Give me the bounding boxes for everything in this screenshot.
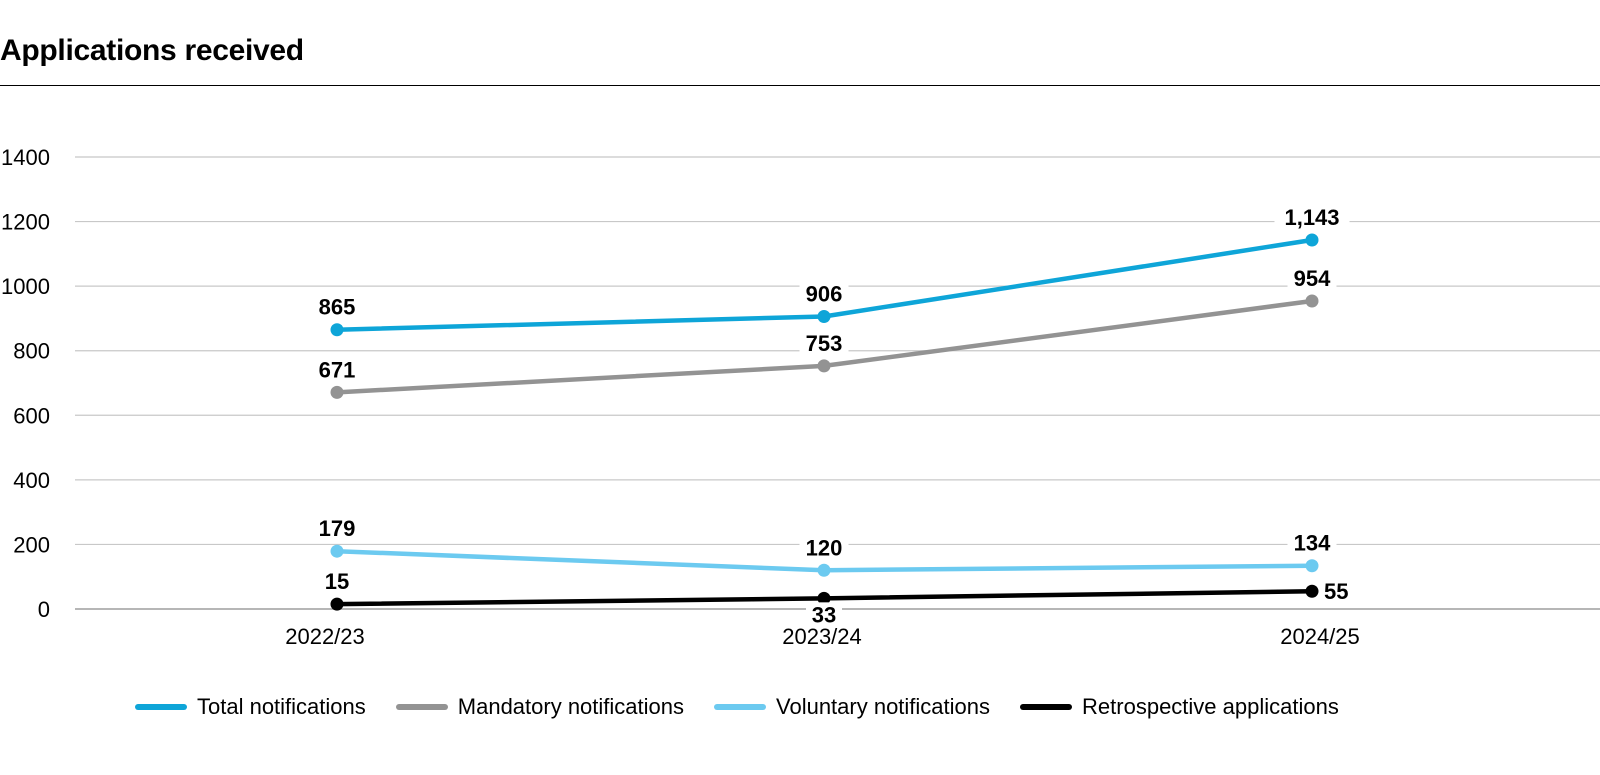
data-label-background (1287, 265, 1337, 291)
y-tick-label: 1400 (1, 145, 50, 170)
data-label-mandatory-notifications: 753 (806, 331, 843, 356)
legend-label: Mandatory notifications (457, 694, 684, 719)
data-label-background (312, 516, 362, 542)
data-label-total-notifications: 865 (319, 295, 356, 320)
data-point-total-notifications (330, 323, 344, 337)
series-lines (330, 233, 1319, 611)
data-label-background (312, 357, 362, 383)
legend-label: Retrospective applications (1082, 694, 1339, 719)
data-point-mandatory-notifications (817, 359, 831, 373)
data-point-retrospective-applications (330, 597, 344, 611)
data-point-total-notifications (817, 309, 831, 323)
data-point-mandatory-notifications (330, 385, 344, 399)
y-tick-label: 0 (38, 597, 50, 622)
data-label-mandatory-notifications: 954 (1294, 266, 1331, 291)
data-labels: 865 906 1,143 671 753 954 179 120 134 15 33 55 (312, 204, 1356, 628)
x-tick-label: 2023/24 (782, 624, 862, 649)
x-tick-label: 2022/23 (285, 624, 365, 649)
y-tick-label: 800 (13, 339, 50, 364)
data-label-background (312, 294, 362, 320)
data-label-background (1274, 204, 1350, 230)
data-label-background (806, 602, 842, 628)
chart-title: Applications received (0, 34, 304, 67)
legend-swatch (1020, 704, 1073, 710)
data-point-retrospective-applications (1305, 584, 1319, 598)
data-point-voluntary-notifications (817, 563, 831, 577)
data-point-voluntary-notifications (330, 544, 344, 558)
legend-item-voluntary-notifications: Voluntary notifications (714, 694, 990, 720)
y-tick-label: 1000 (1, 274, 50, 299)
data-label-voluntary-notifications: 134 (1294, 531, 1331, 556)
data-point-voluntary-notifications (1305, 559, 1319, 573)
y-tick-label: 600 (13, 403, 50, 428)
legend-swatch (395, 704, 448, 710)
x-axis-tick-labels: 2022/23 2023/24 2024/25 (285, 624, 1360, 649)
data-label-mandatory-notifications: 671 (319, 357, 356, 382)
data-point-mandatory-notifications (1305, 294, 1319, 308)
data-label-voluntary-notifications: 120 (806, 535, 843, 560)
y-tick-label: 1200 (1, 210, 50, 235)
data-label-retrospective-applications: 33 (812, 602, 836, 627)
y-tick-label: 200 (13, 532, 50, 557)
legend-item-total-notifications: Total notifications (135, 694, 366, 720)
x-tick-label: 2024/25 (1280, 624, 1360, 649)
legend-item-retrospective-applications: Retrospective applications (1020, 694, 1339, 720)
data-label-background (799, 535, 849, 561)
data-point-retrospective-applications (817, 591, 831, 605)
y-tick-label: 400 (13, 468, 50, 493)
y-axis-tick-labels: 0 200 400 600 800 1000 1200 1400 (1, 145, 50, 622)
legend-label: Total notifications (197, 694, 366, 719)
data-label-background (1320, 579, 1356, 605)
data-label-retrospective-applications: 15 (325, 569, 349, 594)
line-chart: 0 200 400 600 800 1000 1200 1400 2022/23 2023/24… (1, 145, 1600, 649)
legend-swatch (135, 704, 187, 710)
data-point-total-notifications (1305, 233, 1319, 247)
data-label-background (799, 330, 849, 356)
legend-swatch (714, 704, 766, 710)
legend-label: Voluntary notifications (776, 694, 991, 719)
data-label-voluntary-notifications: 179 (319, 516, 356, 541)
data-label-retrospective-applications: 55 (1324, 579, 1348, 604)
data-label-background (319, 569, 355, 595)
legend-item-mandatory-notifications: Mandatory notifications (395, 694, 684, 720)
title-rule (0, 85, 1600, 86)
legend: Total notifications Mandatory notificatio… (135, 694, 1369, 720)
data-label-background (799, 281, 849, 307)
data-label-total-notifications: 1,143 (1284, 205, 1339, 230)
data-label-background (1287, 530, 1337, 556)
data-label-total-notifications: 906 (806, 281, 843, 306)
